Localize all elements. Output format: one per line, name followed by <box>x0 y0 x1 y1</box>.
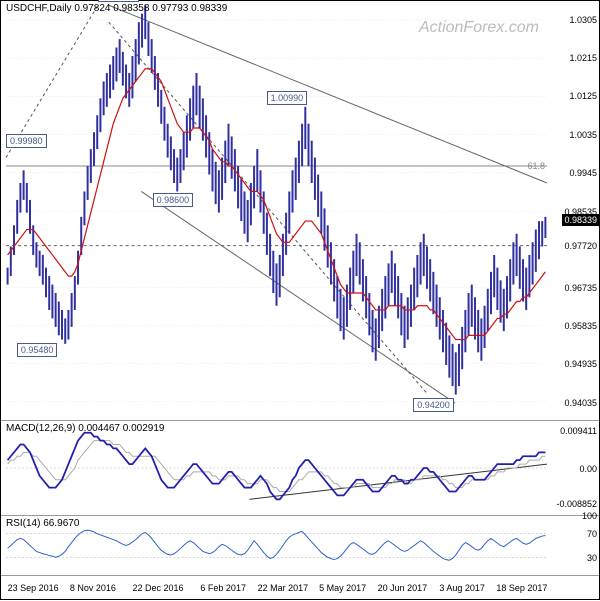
watermark: ActionForex.com <box>419 19 539 37</box>
x-tick: 22 Mar 2017 <box>258 583 309 593</box>
x-tick: 20 Jun 2017 <box>378 583 428 593</box>
x-tick: 8 Nov 2016 <box>70 583 116 593</box>
fib-label: 61.8 <box>527 161 545 171</box>
price-callout: 1.00990 <box>267 91 308 105</box>
macd-panel: MACD(12,26,9) 0.004467 0.002919 0.009411… <box>1 421 599 516</box>
y-tick: 0.9945 <box>569 168 597 178</box>
macd-yaxis: 0.009411 0.00 -0.008852 <box>547 421 599 515</box>
macd-plot <box>6 421 547 515</box>
y-tick: 0.97720 <box>564 241 597 251</box>
price-panel: USDCHF,Daily 0.97824 0.98358 0.97793 0.9… <box>1 1 599 421</box>
price-callout: 1.03420 <box>98 0 139 2</box>
chart-container: USDCHF,Daily 0.97824 0.98358 0.97793 0.9… <box>0 0 600 600</box>
x-tick: 18 Sep 2017 <box>496 583 547 593</box>
y-tick: 1.0215 <box>569 53 597 63</box>
y-tick: 0.94935 <box>564 359 597 369</box>
price-callout: 0.94200 <box>413 398 454 412</box>
y-tick: 0.009411 <box>560 426 597 436</box>
price-callout: 0.98600 <box>153 193 194 207</box>
y-tick: 70 <box>587 529 597 539</box>
x-tick: 3 Aug 2017 <box>439 583 485 593</box>
symbol-title: USDCHF,Daily 0.97824 0.98358 0.97793 0.9… <box>6 3 227 14</box>
y-tick: -0.008852 <box>556 499 597 509</box>
current-price-label: 0.98339 <box>562 214 599 226</box>
price-callout: 0.95480 <box>17 343 58 357</box>
y-tick: 0.95835 <box>564 321 597 331</box>
x-tick: 6 Feb 2017 <box>200 583 246 593</box>
x-axis: 23 Sep 2016 8 Nov 2016 22 Dec 2016 6 Feb 20… <box>1 576 599 601</box>
y-tick: 1.0125 <box>569 91 597 101</box>
rsi-title: RSI(14) 66.9670 <box>6 518 79 529</box>
y-tick: 0.96735 <box>564 283 597 293</box>
y-tick: 100 <box>582 511 597 521</box>
price-plot: 1.03420 0.99980 1.00990 0.98600 0.95480 0.942… <box>6 1 547 420</box>
x-tick: 5 May 2017 <box>319 583 366 593</box>
rsi-panel: RSI(14) 66.9670 1007030 <box>1 516 599 576</box>
y-tick: 30 <box>587 553 597 563</box>
price-callout: 0.99980 <box>6 134 47 148</box>
x-tick: 22 Dec 2016 <box>133 583 184 593</box>
y-tick: 0.94035 <box>564 398 597 408</box>
price-yaxis: 1.03051.02151.01251.00350.99450.985350.9… <box>547 1 599 420</box>
rsi-plot <box>6 516 547 575</box>
rsi-yaxis: 1007030 <box>547 516 599 575</box>
y-tick: 1.0305 <box>569 15 597 25</box>
x-tick: 23 Sep 2016 <box>8 583 59 593</box>
macd-title: MACD(12,26,9) 0.004467 0.002919 <box>6 423 164 434</box>
y-tick: 1.0035 <box>569 130 597 140</box>
y-tick: 0.00 <box>579 464 597 474</box>
